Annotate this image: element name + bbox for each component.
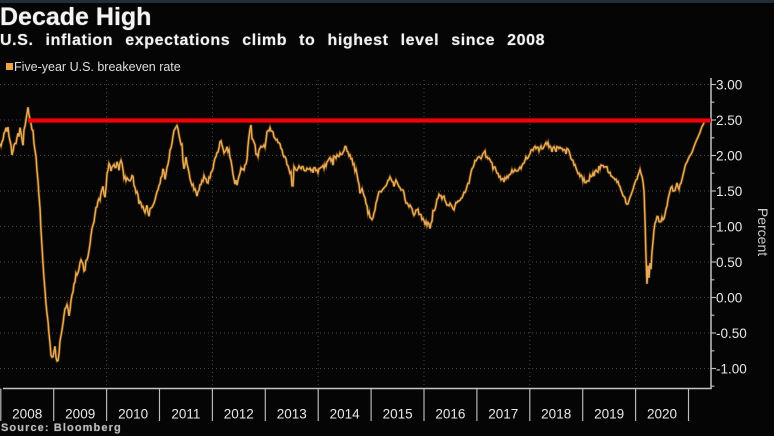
svg-text:2012: 2012 bbox=[224, 406, 254, 421]
svg-text:2009: 2009 bbox=[65, 406, 95, 421]
svg-text:2010: 2010 bbox=[118, 406, 148, 421]
svg-text:2.00: 2.00 bbox=[716, 148, 742, 163]
svg-text:1.50: 1.50 bbox=[716, 184, 742, 199]
svg-text:-1.00: -1.00 bbox=[716, 361, 747, 376]
svg-text:-0.50: -0.50 bbox=[716, 326, 747, 341]
svg-text:3.00: 3.00 bbox=[716, 77, 742, 92]
svg-text:2020: 2020 bbox=[647, 406, 677, 421]
svg-text:2016: 2016 bbox=[435, 406, 465, 421]
svg-text:1.00: 1.00 bbox=[716, 219, 742, 234]
svg-text:Percent: Percent bbox=[755, 208, 771, 256]
svg-text:2013: 2013 bbox=[277, 406, 307, 421]
svg-text:2015: 2015 bbox=[383, 406, 413, 421]
svg-text:2018: 2018 bbox=[541, 406, 571, 421]
svg-text:2.50: 2.50 bbox=[716, 113, 742, 128]
svg-text:2011: 2011 bbox=[171, 406, 200, 421]
svg-text:2008: 2008 bbox=[12, 406, 42, 421]
svg-text:0.50: 0.50 bbox=[716, 255, 742, 270]
svg-text:2014: 2014 bbox=[330, 406, 361, 421]
svg-text:2019: 2019 bbox=[594, 406, 624, 421]
svg-text:0.00: 0.00 bbox=[716, 290, 742, 305]
svg-text:2017: 2017 bbox=[488, 406, 518, 421]
